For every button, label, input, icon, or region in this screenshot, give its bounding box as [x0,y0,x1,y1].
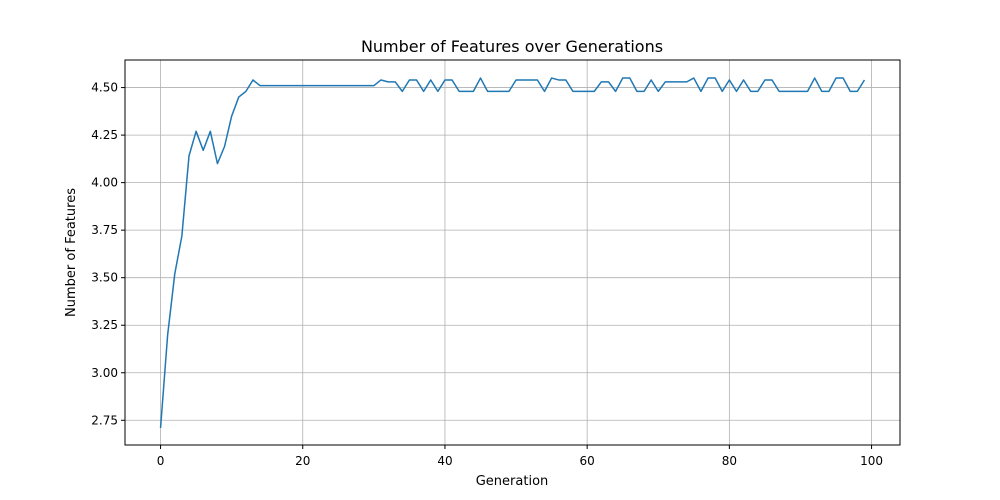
x-tick-label: 40 [437,454,452,468]
grid [125,60,900,445]
chart-title: Number of Features over Generations [361,37,663,56]
x-tick-label: 0 [157,454,165,468]
y-axis: 2.75 3.00 3.25 3.50 3.75 4.00 4.25 4.50 [91,81,125,427]
y-tick-label: 4.25 [91,128,118,142]
x-tick-label: 80 [722,454,737,468]
y-tick-label: 3.00 [91,366,118,380]
x-tick-label: 100 [860,454,883,468]
y-tick-label: 4.50 [91,81,118,95]
series-group [159,77,866,428]
y-tick-label: 3.25 [91,318,118,332]
y-tick-label: 2.75 [91,413,118,427]
x-axis-label: Generation [476,474,549,489]
x-axis: 0 20 40 60 80 100 [157,445,883,468]
y-tick-label: 3.50 [91,271,118,285]
y-tick-label: 3.75 [91,223,118,237]
x-tick-label: 60 [580,454,595,468]
y-tick-label: 4.00 [91,176,118,190]
y-axis-label: Number of Features [64,188,79,317]
x-tick-label: 20 [295,454,310,468]
series-line [159,77,866,428]
plot-frame [124,59,901,446]
